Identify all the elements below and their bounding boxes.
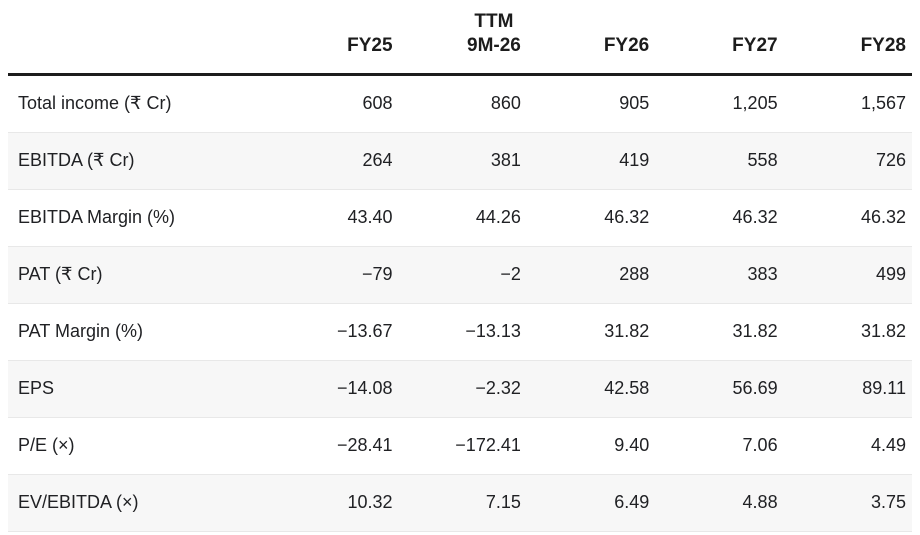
table-row-ebitda-margin: EBITDA Margin (%) 43.40 44.26 46.32 46.3… — [8, 189, 912, 247]
cell: 9.40 — [526, 417, 656, 475]
cell: 46.32 — [526, 189, 656, 247]
cell: 7.15 — [398, 474, 527, 532]
cell: 46.32 — [655, 189, 784, 247]
cell: 499 — [783, 246, 912, 304]
cell: 31.82 — [783, 303, 912, 361]
header-row: FY25 TTM 9M-26 FY26 FY27 FY28 — [8, 0, 912, 76]
cell: 42.58 — [526, 360, 656, 418]
header-fy25-label: FY25 — [347, 35, 393, 57]
row-label: EBITDA Margin (%) — [8, 189, 271, 247]
header-fy27: FY27 — [655, 0, 784, 76]
header-ttm-top-line: TTM — [474, 11, 514, 32]
row-label: EBITDA (₹ Cr) — [8, 132, 271, 190]
cell: 4.88 — [655, 474, 784, 532]
cell: 1,567 — [783, 74, 912, 133]
cell: 905 — [526, 74, 656, 133]
cell: −14.08 — [270, 360, 399, 418]
row-label: P/E (×) — [8, 417, 271, 475]
cell: 46.32 — [783, 189, 912, 247]
cell: 6.49 — [526, 474, 656, 532]
header-fy27-label: FY27 — [732, 35, 778, 57]
cell: 264 — [270, 132, 399, 190]
row-label: PAT Margin (%) — [8, 303, 271, 361]
table-row-pat-margin: PAT Margin (%) −13.67 −13.13 31.82 31.82… — [8, 303, 912, 361]
cell: −2.32 — [398, 360, 527, 418]
cell: 31.82 — [655, 303, 784, 361]
cell: 89.11 — [783, 360, 912, 418]
table-row-ev-ebitda: EV/EBITDA (×) 10.32 7.15 6.49 4.88 3.75 — [8, 474, 912, 532]
cell: 3.75 — [783, 474, 912, 532]
cell: 1,205 — [655, 74, 784, 133]
header-ttm-9m26: TTM 9M-26 — [398, 0, 527, 76]
table-row-eps: EPS −14.08 −2.32 42.58 56.69 89.11 — [8, 360, 912, 418]
cell: 419 — [526, 132, 656, 190]
cell: 288 — [526, 246, 656, 304]
cell: 608 — [270, 74, 399, 133]
row-label: PAT (₹ Cr) — [8, 246, 271, 304]
header-fy28-label: FY28 — [860, 35, 906, 57]
cell: −13.67 — [270, 303, 399, 361]
cell: 10.32 — [270, 474, 399, 532]
header-fy28: FY28 — [783, 0, 912, 76]
cell: 726 — [783, 132, 912, 190]
cell: 7.06 — [655, 417, 784, 475]
cell: −2 — [398, 246, 527, 304]
header-ttm-bottom-line: 9M-26 — [467, 35, 521, 57]
header-fy26: FY26 — [526, 0, 656, 76]
table-row-pe: P/E (×) −28.41 −172.41 9.40 7.06 4.49 — [8, 417, 912, 475]
row-label: Total income (₹ Cr) — [8, 74, 271, 133]
cell: −28.41 — [270, 417, 399, 475]
cell: −79 — [270, 246, 399, 304]
cell: 558 — [655, 132, 784, 190]
row-label: EV/EBITDA (×) — [8, 474, 271, 532]
cell: 381 — [398, 132, 527, 190]
header-fy26-label: FY26 — [603, 35, 650, 57]
cell: −13.13 — [398, 303, 527, 361]
header-fy25: FY25 — [270, 0, 399, 76]
cell: −172.41 — [398, 417, 527, 475]
cell: 860 — [398, 74, 527, 133]
table-row-pat: PAT (₹ Cr) −79 −2 288 383 499 — [8, 246, 912, 304]
table-row-ebitda: EBITDA (₹ Cr) 264 381 419 558 726 — [8, 132, 912, 190]
table-row-total-income: Total income (₹ Cr) 608 860 905 1,205 1,… — [8, 74, 912, 133]
cell: 383 — [655, 246, 784, 304]
row-label: EPS — [8, 360, 271, 418]
cell: 31.82 — [526, 303, 656, 361]
header-metric — [8, 0, 271, 76]
cell: 44.26 — [398, 189, 527, 247]
cell: 56.69 — [655, 360, 784, 418]
financials-table: FY25 TTM 9M-26 FY26 FY27 FY28 — [8, 0, 912, 532]
cell: 4.49 — [783, 417, 912, 475]
cell: 43.40 — [270, 189, 399, 247]
